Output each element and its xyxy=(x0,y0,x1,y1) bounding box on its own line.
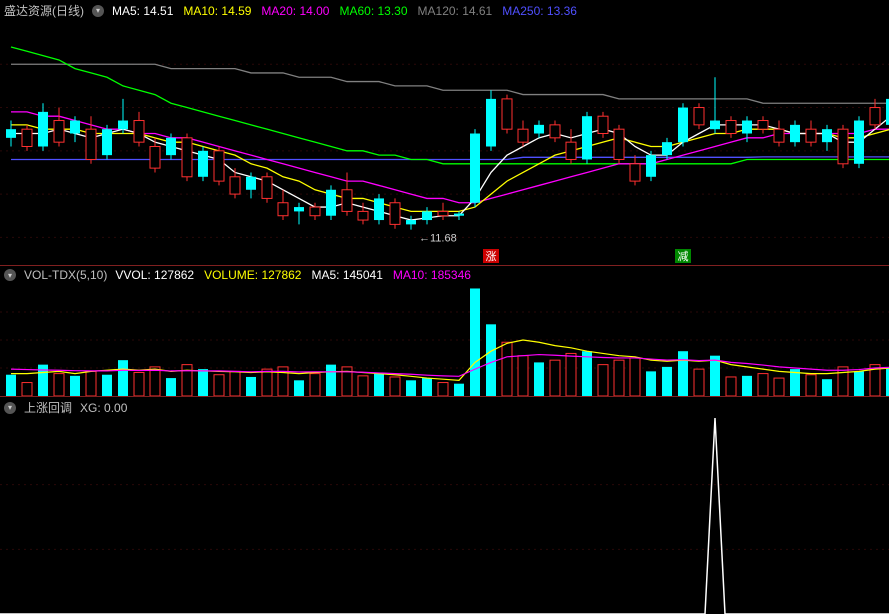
volume-chart-panel: ▾ VOL-TDX(5,10) VVOL: 127862 VOLUME: 1278… xyxy=(0,266,889,397)
svg-text:减: 减 xyxy=(678,250,689,263)
indicator-title: 上涨回调 xyxy=(24,399,72,416)
price-chart-panel: 盛达资源(日线) ▾ MA5: 14.51 MA10: 14.59 MA20: 14… xyxy=(0,0,889,266)
expand-icon[interactable]: ▾ xyxy=(4,402,16,414)
volume-title: VOL-TDX(5,10) xyxy=(24,268,107,282)
ma-label: MA120: 14.61 xyxy=(418,4,493,18)
price-header: 盛达资源(日线) ▾ MA5: 14.51 MA10: 14.59 MA20: 14… xyxy=(0,0,889,21)
indicator-chart[interactable] xyxy=(0,400,889,614)
expand-icon[interactable]: ▾ xyxy=(4,269,16,281)
ma-labels: MA5: 14.51 MA10: 14.59 MA20: 14.00 MA60: 13… xyxy=(112,4,577,18)
indicator-value: XG: 0.00 xyxy=(80,401,127,415)
vol-label: VVOL: 127862 xyxy=(115,268,194,282)
vol-label: MA5: 145041 xyxy=(311,268,382,282)
expand-icon[interactable]: ▾ xyxy=(92,5,104,17)
vol-label: MA10: 185346 xyxy=(393,268,471,282)
indicator-header: ▾ 上涨回调 XG: 0.00 xyxy=(0,397,889,418)
volume-labels: VVOL: 127862 VOLUME: 127862 MA5: 145041 MA1… xyxy=(115,268,471,282)
svg-text:←11.68: ←11.68 xyxy=(419,233,457,245)
indicator-chart-panel: ▾ 上涨回调 XG: 0.00 xyxy=(0,397,889,614)
ma-label: MA20: 14.00 xyxy=(261,4,329,18)
stock-title: 盛达资源(日线) xyxy=(4,2,84,19)
ma-label: MA250: 13.36 xyxy=(502,4,577,18)
price-chart[interactable]: ←11.68 涨 减 xyxy=(0,3,889,265)
volume-chart[interactable] xyxy=(0,266,889,396)
svg-text:涨: 涨 xyxy=(486,250,497,263)
ma-label: MA60: 13.30 xyxy=(339,4,407,18)
ma-label: MA5: 14.51 xyxy=(112,4,173,18)
vol-label: VOLUME: 127862 xyxy=(204,268,301,282)
ma-label: MA10: 14.59 xyxy=(183,4,251,18)
volume-header: ▾ VOL-TDX(5,10) VVOL: 127862 VOLUME: 1278… xyxy=(0,266,889,284)
